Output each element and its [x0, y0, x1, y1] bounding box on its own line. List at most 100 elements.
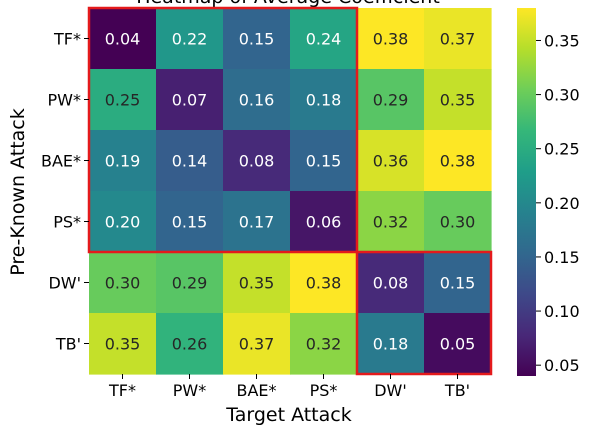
x-tick-label: PS* — [310, 381, 338, 400]
cell-value-label: 0.08 — [373, 274, 409, 293]
cell-value-label: 0.30 — [105, 274, 141, 293]
heatmap-cell — [156, 191, 224, 253]
cell-value-label: 0.22 — [172, 30, 208, 49]
cell-value-label: 0.04 — [105, 30, 141, 49]
heatmap-cell — [156, 8, 224, 70]
heatmap-cell — [424, 191, 492, 253]
heatmap-cell — [156, 313, 224, 375]
heatmap-cell — [223, 8, 291, 70]
x-axis-ticks: TF* PW* BAE* PS* DW' TB' — [108, 374, 470, 400]
y-axis-ticks: TF* PW* BAE* PS* DW' TB' — [41, 30, 89, 354]
heatmap-cell — [290, 313, 358, 375]
colorbar-tick-label: 0.05 — [544, 356, 580, 375]
cell-value-label: 0.16 — [239, 91, 275, 110]
cell-value-label: 0.08 — [239, 152, 275, 171]
cell-value-label: 0.32 — [306, 335, 342, 354]
cell-value-label: 0.14 — [172, 152, 208, 171]
colorbar-tick-label: 0.20 — [544, 194, 580, 213]
cell-value-label: 0.35 — [440, 91, 476, 110]
cell-value-label: 0.07 — [172, 91, 208, 110]
heatmap-cell — [424, 69, 492, 131]
x-tick-label: BAE* — [236, 381, 276, 400]
cell-value-label: 0.19 — [105, 152, 141, 171]
cell-value-label: 0.29 — [373, 91, 409, 110]
y-tick-label: PS* — [53, 213, 81, 232]
cell-value-label: 0.36 — [373, 152, 409, 171]
heatmap-cell — [89, 130, 157, 192]
cell-value-label: 0.20 — [105, 213, 141, 232]
y-tick-label: TB' — [55, 335, 81, 354]
chart-title: Heatmap of Average Coefficient — [136, 0, 440, 8]
cell-value-label: 0.05 — [440, 335, 476, 354]
heatmap-cell — [89, 252, 157, 314]
cell-value-label: 0.15 — [239, 30, 275, 49]
highlight-box — [355, 250, 493, 376]
cell-value-label: 0.15 — [306, 152, 342, 171]
heatmap-cell — [424, 8, 492, 70]
heatmap-cell — [357, 191, 425, 253]
heatmap-cell — [357, 69, 425, 131]
cell-value-label: 0.38 — [373, 30, 409, 49]
heatmap-cell — [290, 69, 358, 131]
heatmap-cell — [89, 191, 157, 253]
heatmap-cell — [89, 69, 157, 131]
cell-value-label: 0.35 — [239, 274, 275, 293]
heatmap-cell — [357, 252, 425, 314]
heatmap-cell — [156, 130, 224, 192]
cell-value-label: 0.18 — [373, 335, 409, 354]
colorbar-tick-label: 0.35 — [544, 31, 580, 50]
colorbar-tick-label: 0.15 — [544, 248, 580, 267]
heatmap-cell — [424, 252, 492, 314]
cell-value-label: 0.30 — [440, 213, 476, 232]
heatmap-cell — [357, 313, 425, 375]
cell-value-label: 0.38 — [306, 274, 342, 293]
heatmap-cell — [156, 69, 224, 131]
colorbar-tick-label: 0.30 — [544, 86, 580, 105]
heatmap-cell — [223, 191, 291, 253]
heatmap-cell — [89, 313, 157, 375]
heatmap-cell — [290, 8, 358, 70]
cell-value-label: 0.38 — [440, 152, 476, 171]
heatmap-cell — [156, 252, 224, 314]
y-tick-label: PW* — [48, 91, 81, 110]
colorbar: 0.05 0.10 0.15 0.20 0.25 0.30 0.35 — [517, 8, 580, 376]
cell-value-label: 0.25 — [105, 91, 141, 110]
cell-value-label: 0.37 — [440, 30, 476, 49]
cell-value-label: 0.32 — [373, 213, 409, 232]
colorbar-gradient — [517, 8, 536, 376]
cell-value-label: 0.17 — [239, 213, 275, 232]
colorbar-tick-label: 0.10 — [544, 302, 580, 321]
heatmap-cell — [424, 313, 492, 375]
heatmap-cell — [223, 313, 291, 375]
x-tick-label: TB' — [444, 381, 470, 400]
cell-value-label: 0.29 — [172, 274, 208, 293]
cell-value-label: 0.15 — [172, 213, 208, 232]
x-axis-label: Target Attack — [225, 404, 351, 426]
cell-value-label: 0.06 — [306, 213, 342, 232]
heatmap-cell — [223, 252, 291, 314]
heatmap-cells: 0.04 0.22 0.15 0.24 0.38 0.37 0.25 0.07 0.16 0.18… — [89, 8, 492, 375]
cell-value-label: 0.35 — [105, 335, 141, 354]
heatmap-cell — [223, 69, 291, 131]
y-tick-label: DW' — [48, 274, 81, 293]
colorbar-tick-label: 0.25 — [544, 140, 580, 159]
cell-value-label: 0.26 — [172, 335, 208, 354]
heatmap-cell — [290, 130, 358, 192]
y-tick-label: BAE* — [41, 152, 81, 171]
heatmap-cell — [89, 8, 157, 70]
x-tick-label: PW* — [173, 381, 206, 400]
x-tick-label: TF* — [108, 381, 136, 400]
heatmap-cell — [357, 8, 425, 70]
heatmap-cell — [223, 130, 291, 192]
heatmap-cell — [424, 130, 492, 192]
y-tick-label: TF* — [53, 30, 81, 49]
heatmap-cell — [290, 252, 358, 314]
highlight-box — [87, 6, 359, 254]
cell-value-label: 0.15 — [440, 274, 476, 293]
highlight-boxes — [87, 6, 493, 376]
y-axis-label: Pre-Known Attack — [7, 108, 29, 275]
cell-value-label: 0.37 — [239, 335, 275, 354]
heatmap-cell — [290, 191, 358, 253]
heatmap-cell — [357, 130, 425, 192]
